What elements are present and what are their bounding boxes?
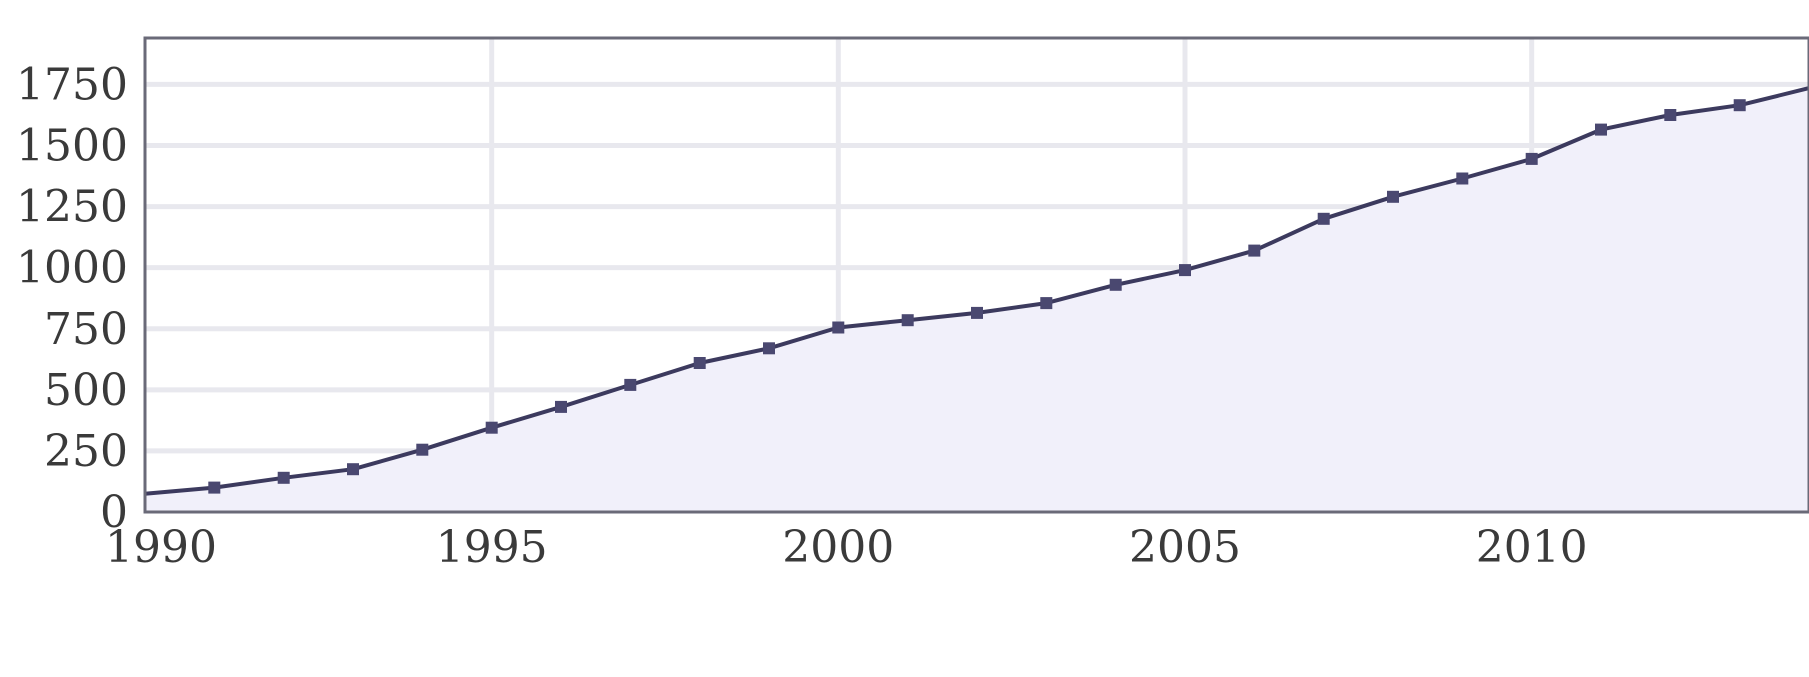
data-point-2012 xyxy=(1664,109,1677,121)
x-tick-label-1995: 1995 xyxy=(436,522,548,573)
y-tick-label-250: 250 xyxy=(44,426,128,477)
data-point-1996 xyxy=(555,400,567,413)
data-point-1993 xyxy=(347,463,359,476)
data-point-2003 xyxy=(1040,297,1053,310)
x-tick-label-2005: 2005 xyxy=(1129,522,1241,573)
data-point-2000 xyxy=(832,321,845,334)
x-tick-label-2000: 2000 xyxy=(782,522,894,573)
y-tick-label-1500: 1500 xyxy=(16,121,128,172)
data-point-1995 xyxy=(485,421,498,434)
data-point-2005 xyxy=(1179,264,1191,277)
series-markers xyxy=(208,99,1746,494)
data-point-1999 xyxy=(763,342,775,355)
data-point-1992 xyxy=(277,471,290,484)
plot-frame xyxy=(143,36,1809,514)
data-point-1991 xyxy=(208,481,221,494)
data-point-1998 xyxy=(693,357,706,369)
data-point-1994 xyxy=(416,443,429,456)
data-point-2013 xyxy=(1733,99,1746,112)
data-point-2008 xyxy=(1387,190,1399,203)
x-tick-label-1990: 1990 xyxy=(105,522,217,573)
data-point-2002 xyxy=(971,306,983,319)
y-tick-label-1250: 1250 xyxy=(16,182,128,233)
data-point-2004 xyxy=(1109,278,1122,291)
y-axis-tick-labels: 0 250 500 750 1000 1250 1500 1750 xyxy=(16,59,128,538)
y-tick-label-750: 750 xyxy=(44,304,128,355)
area-fill xyxy=(145,88,1809,512)
data-point-2009 xyxy=(1456,172,1469,185)
y-tick-label-500: 500 xyxy=(44,365,128,416)
x-tick-label-2010: 2010 xyxy=(1476,522,1588,573)
series-area xyxy=(145,88,1809,512)
y-tick-label-1750: 1750 xyxy=(16,59,128,110)
data-point-2010 xyxy=(1525,152,1538,165)
data-point-1997 xyxy=(624,378,637,391)
x-axis-tick-labels: 1990 1995 2000 2005 2010 xyxy=(105,522,1588,573)
y-tick-label-0: 0 xyxy=(100,487,128,538)
data-point-2011 xyxy=(1595,123,1607,136)
data-point-2007 xyxy=(1317,212,1330,225)
data-point-2006 xyxy=(1248,244,1261,257)
data-point-2001 xyxy=(901,314,914,327)
y-tick-label-1000: 1000 xyxy=(16,243,128,294)
